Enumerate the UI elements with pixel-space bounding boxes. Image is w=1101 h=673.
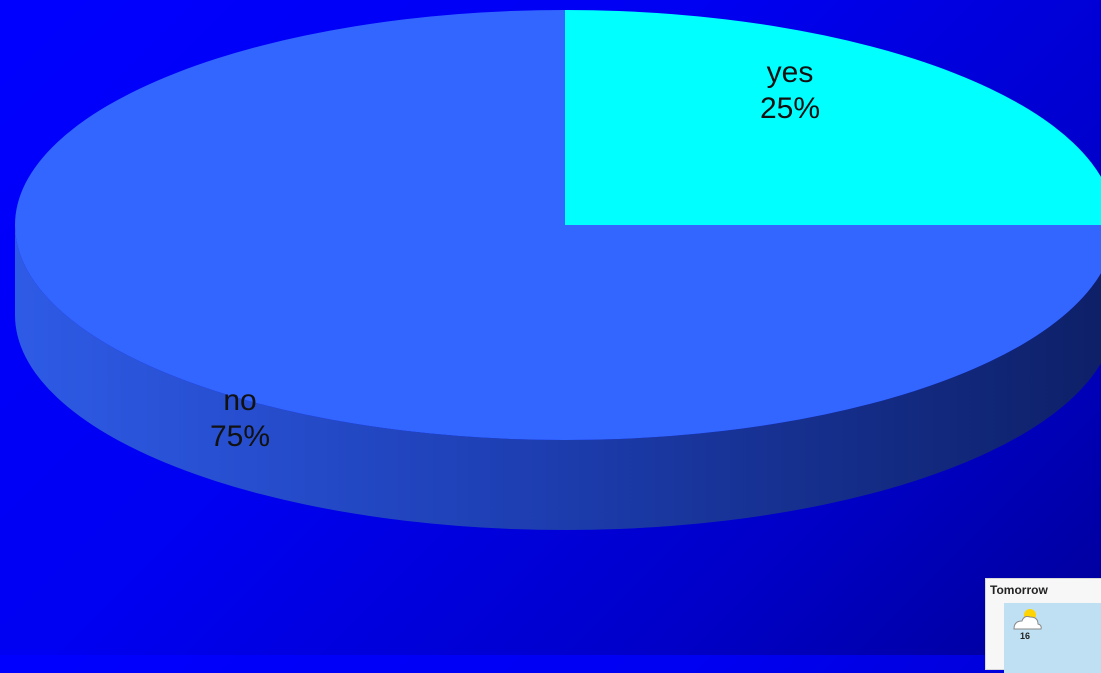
- pie-side-wall: [15, 225, 1101, 530]
- pie-chart: [15, 10, 1101, 530]
- slice-value-yes: 25%: [759, 92, 821, 125]
- weather-thumbnail: Tomorrow 16: [985, 578, 1101, 673]
- slice-label-no: no 75%: [170, 383, 310, 455]
- weather-map: [1004, 603, 1101, 673]
- slice-label-yes: yes 25%: [720, 55, 860, 127]
- temperature-label: 16: [1020, 631, 1031, 641]
- slice-value-no: 75%: [209, 420, 271, 453]
- slice-category-yes: yes: [766, 56, 814, 89]
- slice-category-no: no: [223, 384, 257, 417]
- sun-cloud-icon: [1013, 609, 1042, 630]
- thumbnail-title: Tomorrow: [990, 583, 1048, 597]
- pie-slice-yes: [565, 10, 1101, 225]
- pie-slice-no: [15, 10, 1101, 440]
